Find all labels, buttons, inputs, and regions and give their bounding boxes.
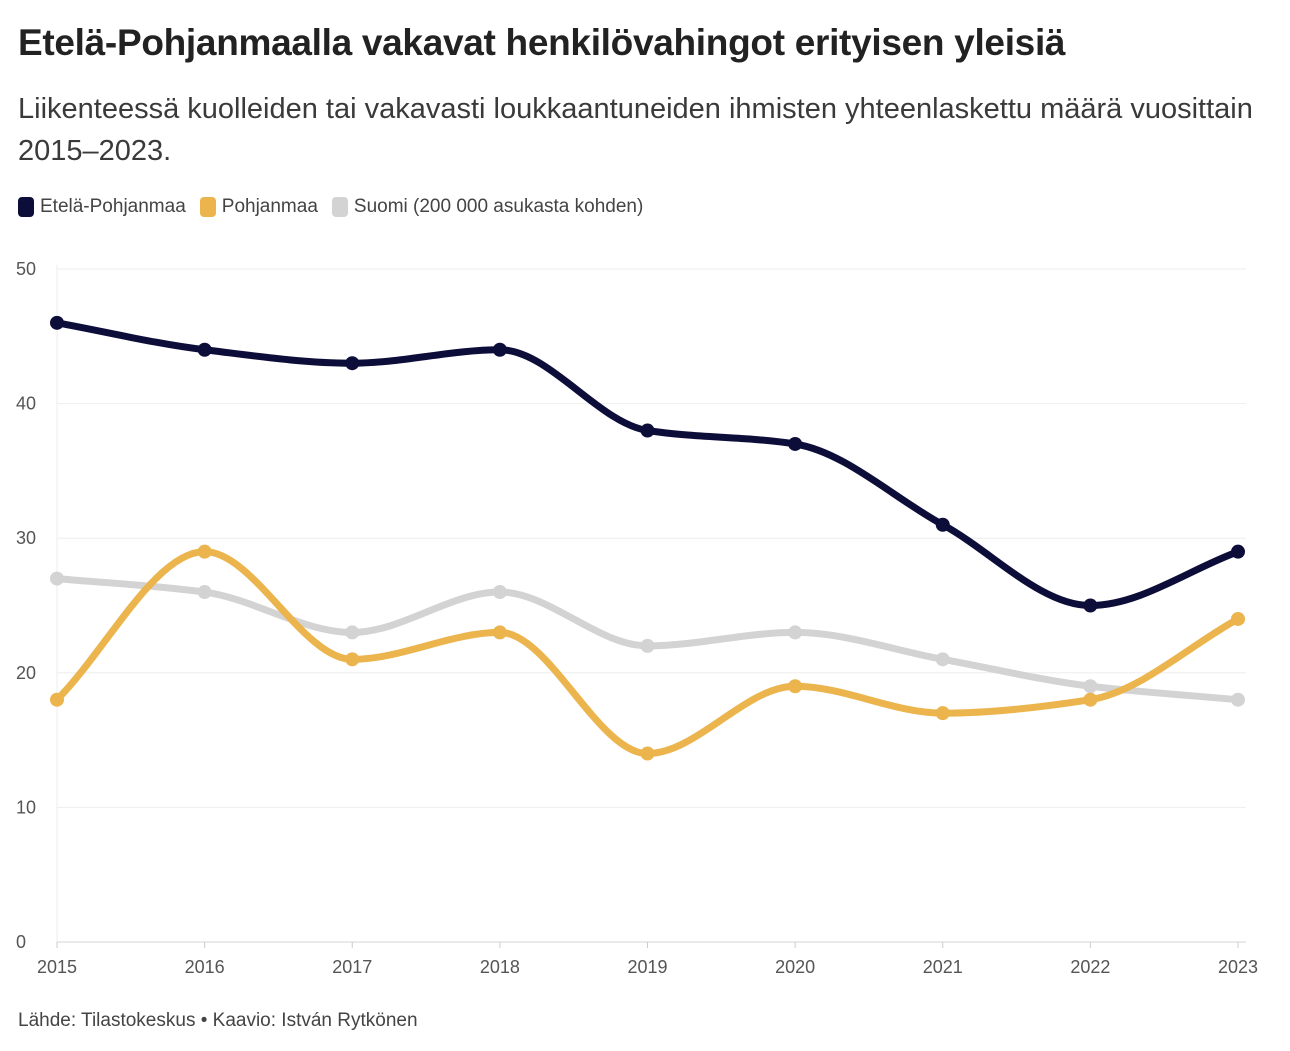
- x-tick-label: 2016: [185, 957, 225, 977]
- data-point-etelä-pohjanmaa-2015[interactable]: [50, 315, 64, 330]
- data-point-etelä-pohjanmaa-2017[interactable]: [345, 356, 360, 371]
- legend-swatch-pohjanmaa: [199, 197, 216, 217]
- series-line-pohjanmaa: [53, 548, 1242, 758]
- legend-label-pohjanmaa: Pohjanmaa: [221, 196, 318, 217]
- x-tick-label: 2015: [37, 957, 77, 977]
- data-point-pohjanmaa-2017[interactable]: [345, 652, 360, 667]
- data-point-etelä-pohjanmaa-2018[interactable]: [492, 342, 507, 357]
- data-point-pohjanmaa-2022[interactable]: [1083, 692, 1098, 707]
- x-tick-label: 2017: [332, 957, 372, 977]
- legend-label-suomi: Suomi (200 000 asukasta kohden): [353, 196, 644, 217]
- y-tick-label: 30: [16, 528, 36, 548]
- chart-legend: Etelä-Pohjanmaa Pohjanmaa Suomi (200 000…: [18, 196, 657, 218]
- grid-lines: [56, 265, 1246, 948]
- data-point-pohjanmaa-2020[interactable]: [788, 679, 803, 694]
- x-tick-label: 2023: [1218, 957, 1258, 977]
- x-tick-label: 2020: [775, 957, 815, 977]
- y-tick-label: 10: [16, 797, 36, 817]
- y-tick-label: 50: [16, 259, 36, 279]
- x-tick-label: 2019: [627, 957, 667, 977]
- source-credit: Lähde: Tilastokeskus • Kaavio: István Ry…: [18, 1010, 418, 1031]
- data-point-suomi-200-000-asukasta-kohden-2023[interactable]: [1231, 692, 1245, 707]
- data-point-suomi-200-000-asukasta-kohden-2017[interactable]: [345, 625, 360, 640]
- data-point-pohjanmaa-2023[interactable]: [1231, 611, 1245, 626]
- data-point-etelä-pohjanmaa-2016[interactable]: [197, 342, 212, 357]
- legend-item-etela-pohjanmaa[interactable]: Etelä-Pohjanmaa: [18, 196, 186, 218]
- x-tick-label: 2021: [923, 957, 963, 977]
- y-tick-label: 0: [16, 932, 26, 952]
- data-point-suomi-200-000-asukasta-kohden-2022[interactable]: [1083, 679, 1098, 694]
- line-chart: 0 10 20 30 40 50 2015 2016 2017 2018 2019 2020 2021 2…: [16, 259, 1258, 977]
- data-point-etelä-pohjanmaa-2021[interactable]: [935, 517, 950, 532]
- data-point-suomi-200-000-asukasta-kohden-2018[interactable]: [492, 585, 507, 600]
- data-point-suomi-200-000-asukasta-kohden-2016[interactable]: [197, 585, 212, 600]
- data-point-pohjanmaa-2019[interactable]: [640, 746, 655, 761]
- legend-swatch-etela-pohjanmaa: [18, 197, 34, 217]
- data-point-pohjanmaa-2021[interactable]: [935, 706, 950, 721]
- y-tick-label: 40: [16, 394, 36, 414]
- data-point-suomi-200-000-asukasta-kohden-2015[interactable]: [50, 571, 64, 586]
- data-point-suomi-200-000-asukasta-kohden-2021[interactable]: [935, 652, 950, 667]
- legend-item-suomi[interactable]: Suomi (200 000 asukasta kohden): [331, 196, 644, 218]
- data-point-suomi-200-000-asukasta-kohden-2020[interactable]: [788, 625, 803, 640]
- data-point-etelä-pohjanmaa-2019[interactable]: [640, 423, 655, 438]
- data-point-etelä-pohjanmaa-2023[interactable]: [1231, 544, 1245, 559]
- chart-title: Etelä-Pohjanmaalla vakavat henkilövahing…: [18, 22, 1066, 63]
- axis-labels: 0 10 20 30 40 50 2015 2016 2017 2018 2019 2020 2021 2…: [16, 259, 1258, 977]
- legend-item-pohjanmaa[interactable]: Pohjanmaa: [199, 196, 318, 218]
- data-points: [50, 315, 1245, 761]
- data-point-pohjanmaa-2016[interactable]: [197, 544, 212, 559]
- data-point-pohjanmaa-2015[interactable]: [50, 692, 64, 707]
- data-point-pohjanmaa-2018[interactable]: [492, 625, 507, 640]
- data-point-suomi-200-000-asukasta-kohden-2019[interactable]: [640, 638, 655, 653]
- legend-swatch-suomi: [331, 197, 348, 217]
- chart-subtitle: Liikenteessä kuolleiden tai vakavasti lo…: [18, 93, 1253, 167]
- legend-label-etela-pohjanmaa: Etelä-Pohjanmaa: [40, 196, 186, 217]
- x-tick-label: 2022: [1070, 957, 1110, 977]
- data-point-etelä-pohjanmaa-2020[interactable]: [788, 436, 803, 451]
- x-tick-label: 2018: [480, 957, 520, 977]
- y-tick-label: 20: [16, 663, 36, 683]
- data-point-etelä-pohjanmaa-2022[interactable]: [1083, 598, 1098, 613]
